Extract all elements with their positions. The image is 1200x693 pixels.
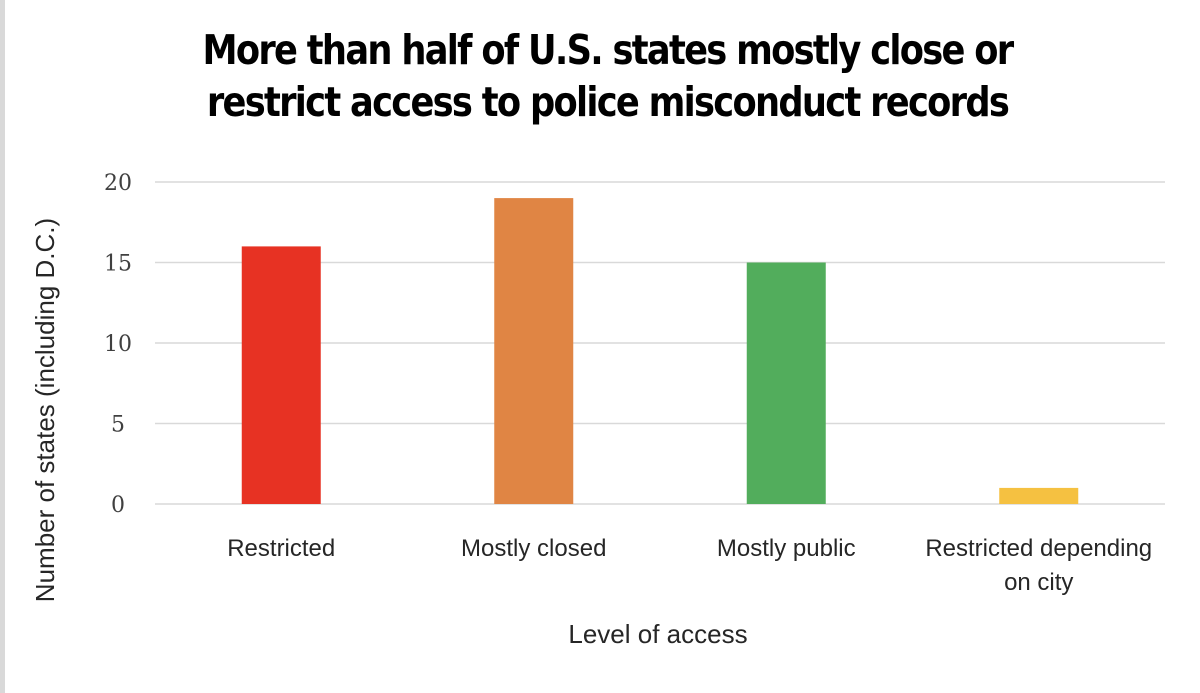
y-tick-label: 15 — [104, 252, 132, 277]
x-tick-label: Restricted depending on city — [925, 535, 1152, 596]
y-tick-label: 0 — [111, 493, 125, 518]
chart-title-line-1: More than half of U.S. states mostly clo… — [202, 26, 1015, 74]
y-tick-label: 20 — [104, 171, 132, 196]
chart-title: More than half of U.S. states mostly clo… — [94, 24, 1122, 128]
y-tick-label: 10 — [104, 332, 132, 357]
x-tick-label: Mostly public — [717, 535, 856, 562]
y-tick-label: 5 — [111, 413, 125, 438]
gridlines — [155, 181, 1165, 505]
x-tick-label: Restricted — [227, 535, 335, 562]
x-tick-label-line: Restricted depending — [925, 535, 1152, 562]
x-axis-ticks: Restricted Mostly closed Mostly public Rest… — [227, 535, 1152, 596]
chart-title-line-2: restrict access to police misconduct rec… — [206, 78, 1010, 126]
bar — [746, 262, 826, 504]
bars — [241, 198, 1079, 504]
x-tick-label-line: Mostly public — [717, 535, 856, 562]
x-axis-title: Level of access — [568, 619, 747, 649]
bar — [241, 246, 321, 504]
x-tick-label: Mostly closed — [461, 535, 606, 562]
y-axis-ticks: 0 5 10 15 20 — [104, 171, 132, 518]
x-tick-label-line: Restricted — [227, 535, 335, 562]
x-tick-label-line: on city — [1004, 569, 1073, 596]
bar — [494, 198, 574, 504]
bar — [999, 487, 1079, 504]
x-tick-label-line: Mostly closed — [461, 535, 606, 562]
y-axis-title: Number of states (including D.C.) — [30, 218, 60, 602]
